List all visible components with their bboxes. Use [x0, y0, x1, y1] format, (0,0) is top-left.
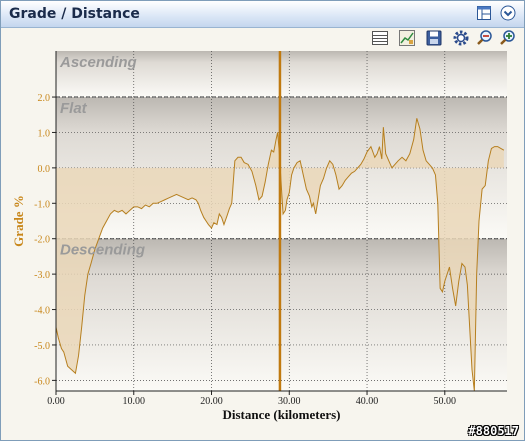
save-icon[interactable]	[425, 29, 443, 47]
band-label: Ascending	[59, 54, 137, 71]
footer-bar	[1, 423, 524, 440]
y-tick-label: -2.0	[34, 235, 50, 246]
window-title: Grade / Distance	[9, 6, 140, 22]
x-tick-label: 10.00	[123, 396, 146, 407]
y-tick-label: 2.0	[38, 93, 51, 104]
band-label: Flat	[60, 100, 88, 117]
x-axis-title: Distance (kilometers)	[222, 407, 340, 422]
y-tick-label: 1.0	[38, 128, 51, 139]
y-tick-label: -3.0	[34, 270, 50, 281]
chevron-down-icon[interactable]	[500, 5, 516, 21]
series-line	[55, 118, 505, 392]
y-tick-label: -6.0	[34, 376, 50, 387]
title-bar: Grade / Distance	[1, 1, 524, 28]
watermark-text: #880517	[468, 424, 519, 438]
settings-icon[interactable]	[452, 29, 470, 47]
x-tick-label: 0.00	[47, 396, 65, 407]
chart-view-icon[interactable]	[398, 29, 416, 47]
y-tick-label: -1.0	[34, 199, 50, 210]
x-tick-label: 30.00	[278, 396, 301, 407]
x-tick-label: 40.00	[356, 396, 379, 407]
x-tick-label: 20.00	[200, 396, 223, 407]
zoom-out-icon[interactable]	[476, 29, 494, 47]
band-ascending	[56, 51, 507, 98]
band-label: Descending	[60, 242, 145, 259]
x-tick-label: 50.00	[434, 396, 457, 407]
y-tick-label: -4.0	[34, 306, 50, 317]
band-descending	[56, 238, 507, 391]
y-axis-title: Grade %	[11, 195, 26, 247]
y-tick-label: -5.0	[34, 341, 50, 352]
series-area	[56, 118, 504, 392]
zoom-in-icon[interactable]	[499, 29, 517, 47]
y-tick-label: 0.0	[38, 164, 51, 175]
layout-icon[interactable]	[476, 5, 492, 21]
table-view-icon[interactable]	[371, 29, 389, 47]
